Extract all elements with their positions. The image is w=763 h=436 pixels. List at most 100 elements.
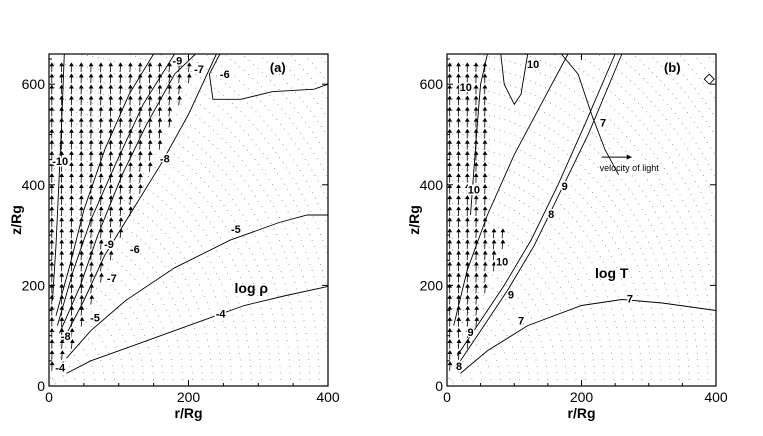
grid-dot: [709, 307, 711, 309]
grid-dot: [703, 175, 704, 176]
grid-dot: [304, 326, 306, 328]
grid-dot: [159, 170, 161, 172]
grid-dot: [451, 110, 453, 111]
grid-dot: [521, 270, 523, 271]
grid-dot: [528, 378, 530, 380]
grid-dot: [267, 124, 269, 126]
grid-dot: [65, 99, 66, 100]
grid-dot: [675, 333, 677, 335]
velocity-arrowhead: [447, 173, 453, 177]
grid-dot: [594, 290, 596, 292]
grid-dot: [663, 228, 665, 230]
grid-dot: [270, 372, 271, 374]
grid-dot: [534, 132, 536, 134]
grid-dot: [196, 278, 198, 280]
velocity-arrowhead: [88, 95, 94, 100]
grid-dot: [254, 195, 256, 197]
velocity-arrowhead: [88, 150, 94, 155]
grid-dot: [282, 314, 284, 316]
grid-dot: [523, 190, 525, 191]
grid-dot: [688, 132, 690, 134]
grid-dot: [660, 80, 662, 82]
grid-dot: [540, 340, 542, 342]
grid-dot: [233, 183, 235, 185]
grid-dot: [684, 59, 686, 61]
grid-dot: [76, 182, 78, 184]
grid-dot: [144, 109, 146, 111]
grid-dot: [76, 253, 78, 255]
grid-dot: [79, 344, 80, 346]
grid-dot: [640, 366, 642, 367]
grid-dot: [675, 289, 677, 291]
velocity-arrowhead: [167, 73, 173, 78]
grid-dot: [103, 324, 105, 326]
grid-dot: [697, 365, 699, 367]
grid-dot: [518, 161, 520, 163]
velocity-arrowhead: [138, 161, 143, 166]
velocity-arrowhead: [456, 316, 462, 321]
grid-dot: [509, 121, 511, 123]
grid-dot: [180, 292, 182, 294]
grid-dot: [616, 267, 618, 268]
grid-dot: [152, 372, 154, 374]
grid-dot: [548, 167, 550, 168]
velocity-arrowhead: [98, 106, 104, 111]
grid-dot: [567, 140, 569, 142]
grid-dot: [615, 205, 617, 206]
grid-dot: [493, 354, 495, 356]
grid-dot: [302, 175, 304, 177]
grid-dot: [152, 304, 154, 306]
grid-dot: [662, 277, 663, 279]
grid-dot: [293, 320, 295, 322]
grid-dot: [483, 172, 485, 174]
grid-dot: [583, 315, 585, 317]
grid-dot: [587, 87, 589, 89]
grid-dot: [545, 100, 547, 101]
grid-dot: [608, 231, 610, 233]
grid-dot: [210, 284, 212, 286]
grid-dot: [157, 256, 158, 258]
grid-dot: [611, 237, 613, 239]
grid-dot: [706, 87, 708, 89]
grid-dot: [107, 352, 109, 354]
grid-dot: [318, 294, 320, 296]
velocity-arrowhead: [138, 184, 143, 189]
grid-dot: [451, 168, 453, 170]
grid-dot: [598, 234, 600, 236]
velocity-arrowhead: [447, 327, 453, 332]
grid-dot: [284, 228, 286, 230]
grid-dot: [642, 92, 644, 94]
grid-dot: [535, 70, 537, 72]
grid-dot: [504, 83, 506, 85]
grid-dot: [647, 265, 649, 267]
grid-dot: [250, 154, 252, 156]
grid-dot: [185, 68, 187, 70]
grid-dot: [688, 300, 690, 302]
grid-dot: [185, 241, 187, 243]
velocity-arrowhead: [447, 150, 453, 155]
grid-dot: [571, 143, 573, 145]
grid-dot: [290, 216, 292, 218]
grid-dot: [512, 235, 514, 237]
grid-dot: [604, 190, 606, 192]
grid-dot: [295, 333, 297, 335]
grid-dot: [646, 143, 648, 145]
grid-dot: [137, 346, 139, 348]
grid-dot: [467, 99, 469, 101]
grid-dot: [249, 359, 251, 361]
grid-dot: [181, 236, 183, 238]
grid-dot: [172, 372, 174, 374]
grid-dot: [221, 137, 223, 139]
grid-dot: [273, 168, 275, 169]
grid-dot: [634, 321, 636, 323]
velocity-arrowhead: [69, 106, 74, 111]
velocity-arrowhead: [128, 150, 133, 155]
grid-dot: [469, 371, 471, 373]
grid-dot: [289, 154, 291, 156]
y-tick-label: 0: [435, 378, 443, 394]
grid-dot: [648, 241, 649, 243]
velocity-arrowhead: [69, 283, 75, 288]
grid-dot: [629, 346, 631, 348]
grid-dot: [553, 117, 555, 119]
velocity-arrowhead: [457, 361, 463, 366]
